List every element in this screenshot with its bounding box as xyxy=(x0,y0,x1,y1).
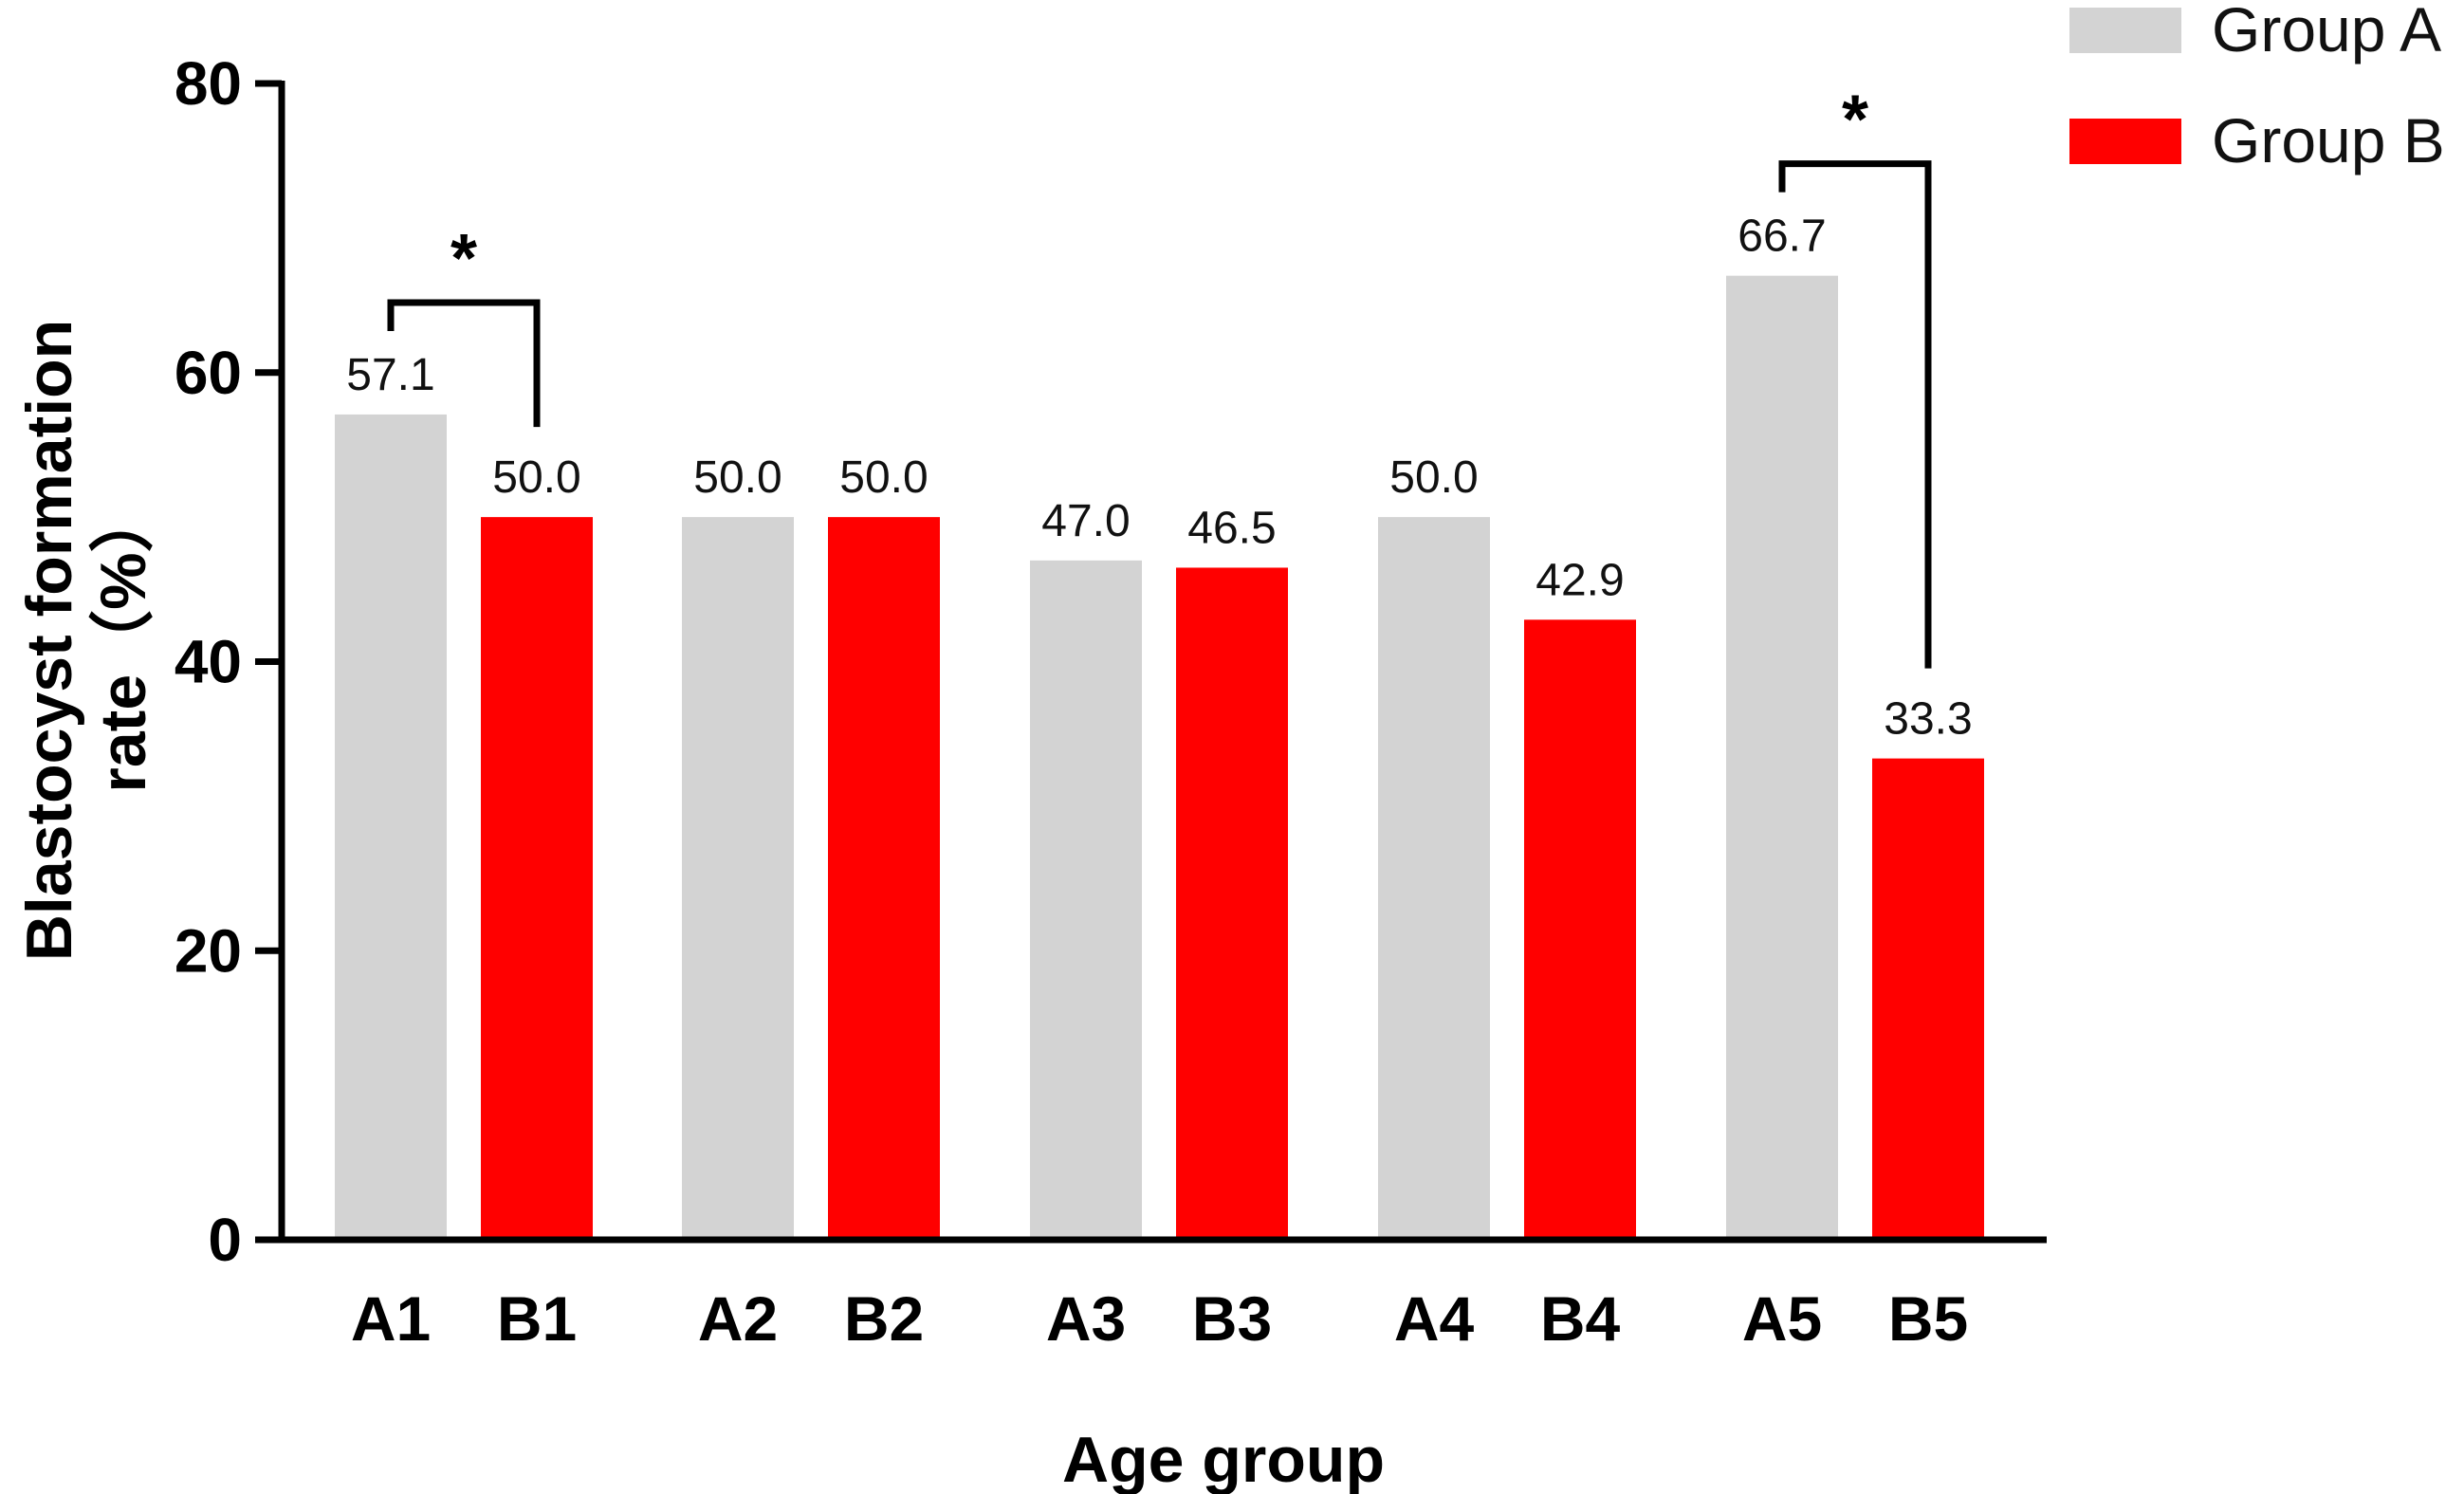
bar-a5 xyxy=(1726,275,1838,1240)
significance-star-1: * xyxy=(451,221,477,297)
value-label-b2: 50.0 xyxy=(839,452,928,503)
legend-swatch-group-a xyxy=(2069,8,2181,53)
x-tick-label-a2: A2 xyxy=(698,1283,778,1354)
significance-brackets: ** xyxy=(387,83,1932,669)
value-label-a5: 66.7 xyxy=(1738,212,1826,262)
value-label-b1: 50.0 xyxy=(492,452,580,503)
bars xyxy=(335,275,1984,1241)
y-tick-label-60: 60 xyxy=(175,339,242,407)
x-tick-label-a4: A4 xyxy=(1394,1283,1475,1354)
significance-star-2: * xyxy=(1842,83,1868,158)
x-axis-title: Age group xyxy=(1062,1424,1385,1494)
value-label-a1: 57.1 xyxy=(346,350,434,400)
legend-swatch-group-b xyxy=(2069,119,2181,164)
legend: Group A Group B xyxy=(2069,0,2445,175)
bar-b3 xyxy=(1176,567,1288,1240)
bar-a1 xyxy=(335,414,447,1241)
value-label-a3: 47.0 xyxy=(1041,496,1130,546)
value-label-b3: 46.5 xyxy=(1187,503,1276,553)
significance-bracket-2 xyxy=(1778,160,1932,669)
labels: 57.1 A1 50.0 B1 50.0 A2 50.0 B2 47.0 A3 46.5 B3 50.0… xyxy=(175,49,1973,1354)
y-axis-title: Blastocyst formation rate（%） xyxy=(13,320,159,961)
value-label-b4: 42.9 xyxy=(1535,555,1624,605)
bar-b2 xyxy=(828,517,940,1240)
bar-b5 xyxy=(1872,758,1984,1240)
y-axis-title-line2: rate（%） xyxy=(87,488,159,792)
bar-b4 xyxy=(1524,619,1636,1240)
x-tick-label-b2: B2 xyxy=(844,1283,924,1354)
bar-a3 xyxy=(1030,560,1142,1240)
y-axis-title-line1: Blastocyst formation xyxy=(13,320,85,961)
x-tick-label-b3: B3 xyxy=(1192,1283,1272,1354)
bar-b1 xyxy=(481,517,593,1240)
x-tick-label-a3: A3 xyxy=(1046,1283,1126,1354)
x-tick-label-b5: B5 xyxy=(1888,1283,1968,1354)
y-tick-label-40: 40 xyxy=(175,628,242,696)
legend-label-group-a: Group A xyxy=(2212,0,2441,65)
y-tick-label-0: 0 xyxy=(208,1206,242,1274)
bar-a4 xyxy=(1378,517,1490,1240)
x-tick-label-b4: B4 xyxy=(1540,1283,1621,1354)
bar-a2 xyxy=(682,517,794,1240)
axes xyxy=(255,80,2047,1244)
value-label-a2: 50.0 xyxy=(693,452,781,503)
value-label-b5: 33.3 xyxy=(1884,694,1972,745)
value-label-a4: 50.0 xyxy=(1389,452,1478,503)
x-tick-label-b1: B1 xyxy=(497,1283,577,1354)
x-tick-label-a5: A5 xyxy=(1742,1283,1822,1354)
significance-bracket-1 xyxy=(387,299,541,428)
y-tick-label-80: 80 xyxy=(175,49,242,118)
y-tick-label-20: 20 xyxy=(175,916,242,985)
x-tick-label-a1: A1 xyxy=(351,1283,431,1354)
legend-label-group-b: Group B xyxy=(2212,105,2445,175)
